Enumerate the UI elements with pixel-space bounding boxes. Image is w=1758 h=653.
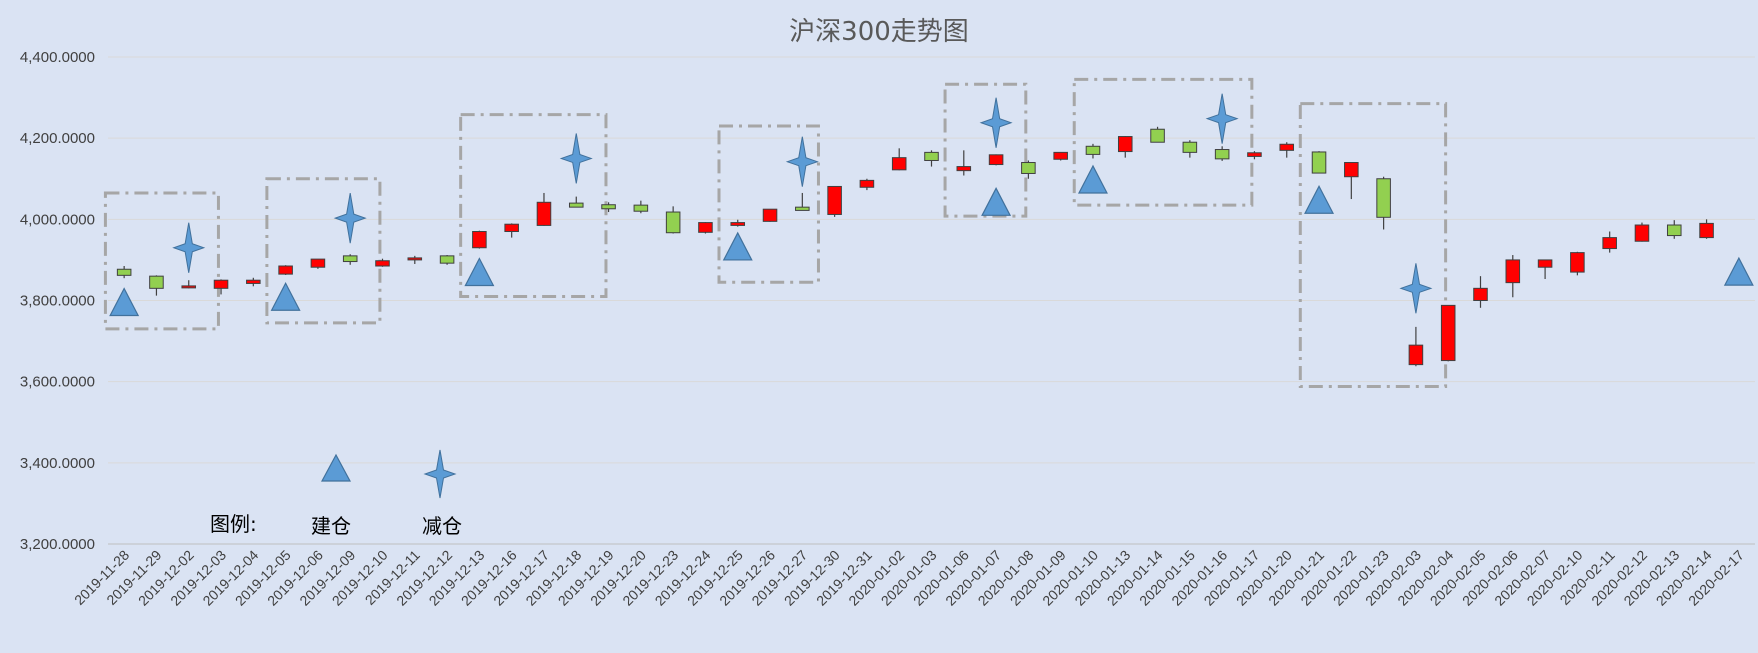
sell-marker-star	[785, 136, 819, 187]
candle-body	[278, 265, 293, 275]
y-tick-label: 4,200.0000	[20, 130, 95, 147]
buy-marker-triangle	[1723, 256, 1754, 286]
candle-body	[924, 151, 939, 161]
candle-body	[1085, 145, 1101, 155]
buy-marker-triangle	[270, 281, 301, 311]
candle-body	[1440, 304, 1456, 362]
buy-marker-triangle	[109, 287, 140, 317]
candle-body	[1537, 259, 1553, 268]
legend-title: 图例:	[210, 512, 257, 536]
sell-marker-star	[979, 97, 1013, 148]
candle-body	[310, 258, 326, 268]
candle-body	[375, 260, 390, 267]
candle-body	[1150, 128, 1165, 143]
buy-marker-triangle	[464, 257, 495, 287]
trade-markers	[109, 93, 1754, 317]
candle-body	[181, 285, 197, 289]
sell-marker-star	[1205, 93, 1239, 144]
candle-body	[730, 222, 746, 226]
candle-body	[665, 211, 681, 234]
candle-body	[1182, 141, 1198, 153]
candle-body	[1634, 224, 1650, 242]
candle-body	[342, 255, 358, 263]
candle-body	[633, 204, 649, 212]
candle-body	[1311, 151, 1327, 174]
candle-body	[1117, 136, 1133, 153]
region-box	[265, 177, 382, 325]
candle-body	[1021, 162, 1036, 174]
candle-body	[1473, 287, 1488, 302]
candle-body	[1376, 178, 1391, 218]
buy-marker-triangle	[1077, 164, 1108, 194]
sell-marker-star	[1399, 263, 1433, 314]
gridlines	[108, 56, 1755, 545]
candle-body	[568, 202, 584, 208]
region-box	[943, 82, 1028, 218]
candle-body	[1666, 224, 1682, 237]
candle-body	[246, 279, 261, 284]
candle-body	[1699, 222, 1714, 239]
candle-body	[1602, 237, 1617, 250]
sell-marker-star	[333, 193, 367, 244]
candle-body	[1247, 152, 1262, 157]
candle-body	[762, 208, 778, 222]
candle-body	[601, 204, 616, 210]
buy-marker-triangle	[981, 186, 1012, 216]
candles	[116, 126, 1714, 367]
candle-body	[698, 222, 713, 233]
region-box	[103, 191, 220, 331]
candle-body	[116, 268, 132, 276]
y-tick-label: 3,400.0000	[20, 455, 95, 472]
candle-body	[956, 166, 972, 172]
candle-body	[1344, 162, 1359, 178]
legend-buy-triangle-icon	[320, 453, 352, 482]
candle-body	[407, 257, 423, 261]
y-tick-label: 4,400.0000	[20, 49, 95, 66]
region-box	[1298, 102, 1448, 389]
candle-body	[1570, 252, 1585, 273]
candle-body	[439, 255, 455, 264]
region-box	[1072, 77, 1254, 207]
y-tick-label: 4,000.0000	[20, 211, 95, 228]
candle-body	[988, 154, 1004, 166]
y-tick-label: 3,600.0000	[20, 374, 95, 391]
candle-body	[795, 206, 810, 211]
legend-sell-star-icon	[423, 449, 457, 499]
candle-body	[827, 185, 842, 215]
sell-marker-star	[172, 222, 206, 273]
candle-body	[1505, 259, 1521, 284]
buy-marker-triangle	[1304, 184, 1335, 214]
chart-title: 沪深300走势图	[789, 17, 969, 47]
buy-marker-triangle	[722, 231, 753, 261]
region-box	[717, 124, 820, 284]
y-tick-label: 3,800.0000	[20, 293, 95, 310]
legend-buy-label: 建仓	[311, 514, 351, 538]
candle-body	[1053, 151, 1068, 160]
legend-sell-label: 减仓	[422, 514, 462, 538]
y-tick-label: 3,200.0000	[20, 536, 95, 553]
legend: 图例: 建仓 减仓	[210, 449, 462, 538]
candle-body	[1214, 149, 1230, 160]
candle-body	[213, 279, 229, 289]
candle-body	[891, 157, 907, 171]
sell-marker-star	[559, 133, 593, 184]
candle-body	[504, 223, 519, 233]
candle-body	[536, 201, 552, 226]
y-axis: 3,200.0000 3,400.0000 3,600.0000 3,800.0000…	[20, 49, 95, 553]
candle-body	[1279, 143, 1295, 151]
candle-body	[1408, 344, 1424, 366]
candle-body	[149, 275, 164, 289]
candle-body	[859, 179, 875, 188]
candle-body	[472, 231, 487, 249]
